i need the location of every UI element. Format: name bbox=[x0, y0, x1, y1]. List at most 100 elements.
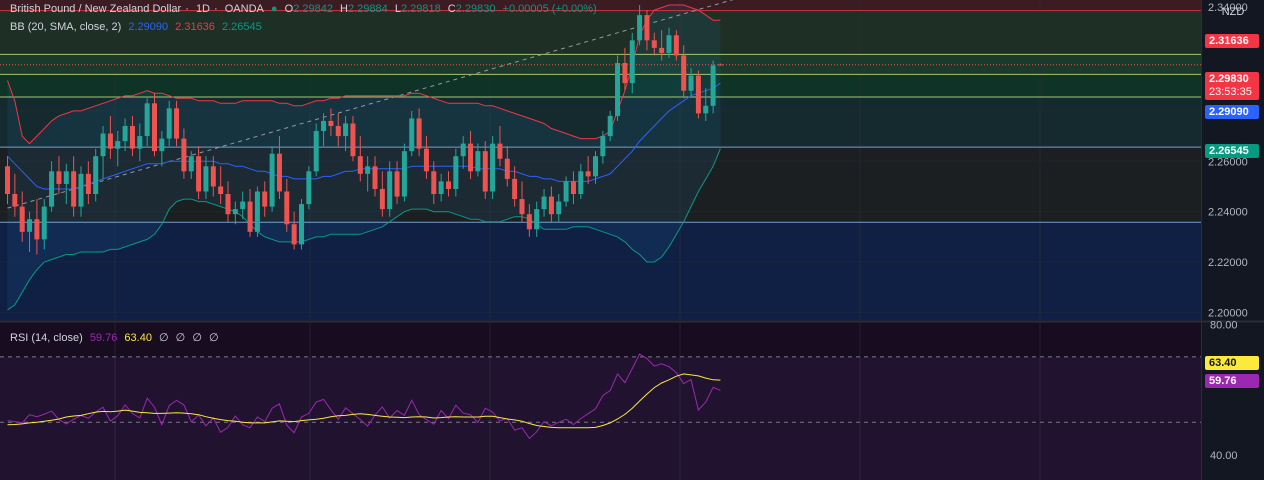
candle-body[interactable] bbox=[188, 156, 194, 172]
candle[interactable] bbox=[174, 100, 180, 147]
candle[interactable] bbox=[431, 161, 437, 205]
candle-body[interactable] bbox=[681, 55, 687, 91]
candle-body[interactable] bbox=[468, 143, 474, 172]
candle-body[interactable] bbox=[85, 173, 91, 195]
candle-body[interactable] bbox=[313, 131, 319, 172]
candle[interactable] bbox=[475, 143, 481, 177]
candle[interactable] bbox=[490, 136, 496, 200]
candle-body[interactable] bbox=[276, 153, 282, 192]
candle[interactable] bbox=[100, 125, 106, 179]
candle[interactable] bbox=[71, 156, 77, 217]
candle-body[interactable] bbox=[152, 103, 157, 152]
candle[interactable] bbox=[254, 186, 260, 237]
candle[interactable] bbox=[607, 110, 613, 142]
candle-body[interactable] bbox=[63, 171, 69, 184]
candle[interactable] bbox=[423, 136, 429, 179]
candle-body[interactable] bbox=[688, 75, 694, 91]
candle-body[interactable] bbox=[357, 156, 363, 174]
candle[interactable] bbox=[78, 166, 84, 217]
candle[interactable] bbox=[56, 156, 62, 195]
candle-body[interactable] bbox=[629, 40, 635, 84]
candle[interactable] bbox=[63, 163, 69, 205]
candle-body[interactable] bbox=[240, 201, 246, 210]
candle[interactable] bbox=[438, 173, 444, 202]
candle-body[interactable] bbox=[115, 141, 121, 149]
candle[interactable] bbox=[357, 136, 363, 182]
candle-body[interactable] bbox=[659, 47, 665, 53]
rsi-line[interactable] bbox=[7, 353, 721, 440]
candle[interactable] bbox=[637, 5, 643, 46]
candle-body[interactable] bbox=[401, 151, 407, 197]
candle[interactable] bbox=[196, 146, 202, 200]
candle-body[interactable] bbox=[299, 204, 304, 245]
candle[interactable] bbox=[115, 131, 121, 167]
candle[interactable] bbox=[284, 178, 290, 232]
candle-body[interactable] bbox=[19, 206, 25, 232]
candle-body[interactable] bbox=[607, 115, 613, 137]
candle[interactable] bbox=[387, 161, 393, 217]
candle[interactable] bbox=[446, 171, 451, 197]
candle-body[interactable] bbox=[365, 166, 371, 174]
candle[interactable] bbox=[41, 199, 47, 250]
candle-body[interactable] bbox=[637, 15, 643, 41]
candle[interactable] bbox=[210, 156, 216, 197]
candle[interactable] bbox=[468, 131, 474, 179]
candle-body[interactable] bbox=[423, 148, 429, 172]
candle-body[interactable] bbox=[56, 171, 62, 184]
candle-body[interactable] bbox=[269, 153, 275, 207]
candle[interactable] bbox=[276, 136, 282, 200]
candle[interactable] bbox=[328, 108, 334, 137]
candle-body[interactable] bbox=[262, 191, 268, 207]
candle-body[interactable] bbox=[534, 209, 540, 230]
candle[interactable] bbox=[107, 115, 113, 159]
rsi-pane[interactable] bbox=[0, 353, 1202, 480]
candle[interactable] bbox=[218, 166, 224, 205]
candle-body[interactable] bbox=[284, 191, 290, 225]
candle-body[interactable] bbox=[159, 138, 165, 152]
symbol-legend[interactable]: British Pound / New Zealand Dollar · 1D · … bbox=[10, 3, 597, 15]
candle-body[interactable] bbox=[475, 151, 481, 172]
candle[interactable] bbox=[416, 108, 422, 157]
candle-body[interactable] bbox=[379, 188, 385, 210]
candle-body[interactable] bbox=[306, 171, 312, 205]
candle[interactable] bbox=[688, 68, 694, 96]
candle-body[interactable] bbox=[350, 123, 356, 157]
candles-layer[interactable] bbox=[5, 5, 723, 255]
candle[interactable] bbox=[343, 115, 349, 152]
candle[interactable] bbox=[291, 211, 297, 250]
candle[interactable] bbox=[188, 151, 194, 179]
candle[interactable] bbox=[409, 110, 415, 157]
candle-body[interactable] bbox=[78, 173, 84, 207]
candle[interactable] bbox=[504, 146, 510, 187]
candle[interactable] bbox=[526, 204, 532, 237]
candle[interactable] bbox=[166, 100, 172, 147]
candle-body[interactable] bbox=[372, 166, 378, 189]
candle[interactable] bbox=[269, 146, 275, 212]
candle-body[interactable] bbox=[615, 62, 621, 116]
candle[interactable] bbox=[570, 171, 576, 205]
candle-body[interactable] bbox=[41, 206, 47, 240]
candle[interactable] bbox=[247, 188, 253, 237]
candle[interactable] bbox=[512, 166, 518, 207]
currency-button[interactable]: NZD bbox=[1221, 6, 1245, 18]
candle-body[interactable] bbox=[490, 143, 496, 192]
trendline[interactable] bbox=[7, 0, 890, 209]
candle[interactable] bbox=[34, 199, 40, 255]
candle-body[interactable] bbox=[497, 143, 503, 159]
candle[interactable] bbox=[541, 188, 547, 217]
candle-body[interactable] bbox=[644, 15, 650, 41]
candle[interactable] bbox=[593, 151, 598, 184]
candle-body[interactable] bbox=[49, 171, 55, 207]
candle-body[interactable] bbox=[438, 181, 444, 195]
candle-body[interactable] bbox=[695, 75, 701, 114]
candle[interactable] bbox=[372, 156, 378, 197]
candle-body[interactable] bbox=[673, 35, 679, 56]
candle-body[interactable] bbox=[651, 40, 657, 48]
candle[interactable] bbox=[629, 32, 635, 94]
bb-lower-line[interactable] bbox=[7, 148, 721, 311]
candle-body[interactable] bbox=[710, 65, 716, 106]
bb-legend[interactable]: BB (20, SMA, close, 2) 2.29090 2.31636 2… bbox=[10, 21, 266, 33]
candle[interactable] bbox=[556, 194, 562, 222]
candle-body[interactable] bbox=[247, 201, 253, 232]
